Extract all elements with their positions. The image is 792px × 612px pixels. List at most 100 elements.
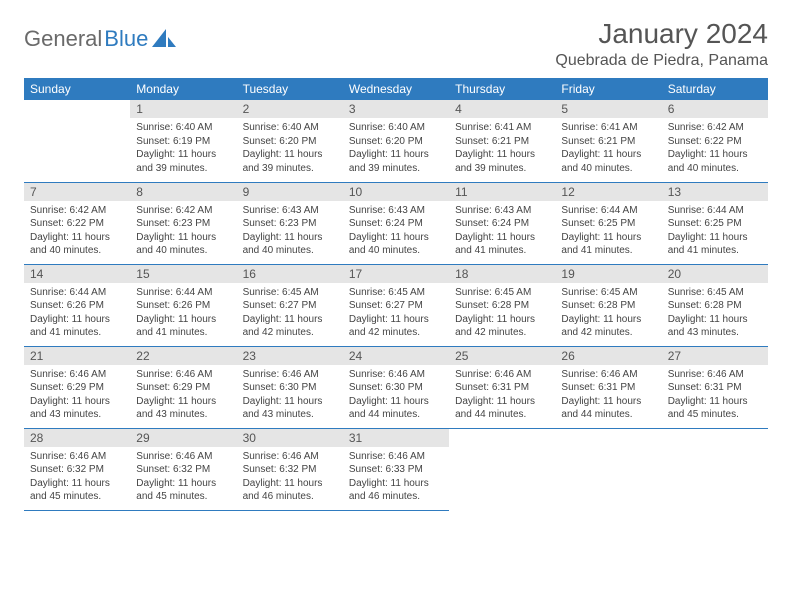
- daylight-line: Daylight: 11 hours and 46 minutes.: [349, 478, 429, 503]
- calendar-cell: 17Sunrise: 6:45 AMSunset: 6:27 PMDayligh…: [343, 264, 449, 346]
- sunrise-line: Sunrise: 6:44 AM: [136, 287, 212, 298]
- sunset-line: Sunset: 6:21 PM: [455, 136, 529, 147]
- day-number: 25: [449, 347, 555, 365]
- calendar-cell: 30Sunrise: 6:46 AMSunset: 6:32 PMDayligh…: [237, 428, 343, 510]
- day-number: 10: [343, 183, 449, 201]
- sunset-line: Sunset: 6:24 PM: [349, 218, 423, 229]
- sunset-line: Sunset: 6:29 PM: [136, 382, 210, 393]
- sunset-line: Sunset: 6:32 PM: [30, 464, 104, 475]
- day-number: 3: [343, 100, 449, 118]
- sunset-line: Sunset: 6:22 PM: [668, 136, 742, 147]
- day-number: 23: [237, 347, 343, 365]
- day-number: 1: [130, 100, 236, 118]
- month-title: January 2024: [555, 18, 768, 50]
- daylight-line: Daylight: 11 hours and 44 minutes.: [455, 396, 535, 421]
- sunset-line: Sunset: 6:33 PM: [349, 464, 423, 475]
- sunset-line: Sunset: 6:30 PM: [243, 382, 317, 393]
- sunset-line: Sunset: 6:20 PM: [243, 136, 317, 147]
- sunset-line: Sunset: 6:27 PM: [349, 300, 423, 311]
- sunset-line: Sunset: 6:28 PM: [561, 300, 635, 311]
- calendar-cell: 5Sunrise: 6:41 AMSunset: 6:21 PMDaylight…: [555, 100, 661, 182]
- calendar-cell: 29Sunrise: 6:46 AMSunset: 6:32 PMDayligh…: [130, 428, 236, 510]
- weekday-header: Monday: [130, 78, 236, 100]
- sunrise-line: Sunrise: 6:43 AM: [349, 205, 425, 216]
- calendar-row: 14Sunrise: 6:44 AMSunset: 6:26 PMDayligh…: [24, 264, 768, 346]
- day-number: 19: [555, 265, 661, 283]
- calendar-cell: [555, 428, 661, 510]
- sunset-line: Sunset: 6:25 PM: [561, 218, 635, 229]
- day-number: 29: [130, 429, 236, 447]
- daylight-line: Daylight: 11 hours and 40 minutes.: [668, 149, 748, 174]
- day-body: Sunrise: 6:46 AMSunset: 6:30 PMDaylight:…: [237, 365, 343, 426]
- calendar-cell: [662, 428, 768, 510]
- daylight-line: Daylight: 11 hours and 44 minutes.: [349, 396, 429, 421]
- sunrise-line: Sunrise: 6:45 AM: [668, 287, 744, 298]
- day-body: Sunrise: 6:45 AMSunset: 6:27 PMDaylight:…: [237, 283, 343, 344]
- sunrise-line: Sunrise: 6:41 AM: [455, 122, 531, 133]
- sunset-line: Sunset: 6:23 PM: [136, 218, 210, 229]
- daylight-line: Daylight: 11 hours and 42 minutes.: [455, 314, 535, 339]
- calendar-cell: [449, 428, 555, 510]
- daylight-line: Daylight: 11 hours and 40 minutes.: [349, 232, 429, 257]
- day-body: Sunrise: 6:40 AMSunset: 6:19 PMDaylight:…: [130, 118, 236, 179]
- daylight-line: Daylight: 11 hours and 39 minutes.: [349, 149, 429, 174]
- sunrise-line: Sunrise: 6:42 AM: [30, 205, 106, 216]
- calendar-cell: 7Sunrise: 6:42 AMSunset: 6:22 PMDaylight…: [24, 182, 130, 264]
- daylight-line: Daylight: 11 hours and 43 minutes.: [30, 396, 110, 421]
- sunset-line: Sunset: 6:22 PM: [30, 218, 104, 229]
- sunrise-line: Sunrise: 6:46 AM: [30, 451, 106, 462]
- day-number: 24: [343, 347, 449, 365]
- day-number: 11: [449, 183, 555, 201]
- calendar-cell: 31 Sunrise: 6:46 AM Sunset: 6:33 PM Dayligh…: [343, 428, 449, 510]
- sunrise-line: Sunrise: 6:46 AM: [349, 451, 425, 462]
- calendar-cell: 18Sunrise: 6:45 AMSunset: 6:28 PMDayligh…: [449, 264, 555, 346]
- day-body: Sunrise: 6:45 AMSunset: 6:27 PMDaylight:…: [343, 283, 449, 344]
- day-body: Sunrise: 6:46 AM Sunset: 6:33 PM Daylight:…: [343, 447, 449, 508]
- header: GeneralBlue January 2024 Quebrada de Pie…: [24, 18, 768, 70]
- day-number: 14: [24, 265, 130, 283]
- calendar-cell: 13Sunrise: 6:44 AMSunset: 6:25 PMDayligh…: [662, 182, 768, 264]
- day-body: Sunrise: 6:44 AMSunset: 6:26 PMDaylight:…: [24, 283, 130, 344]
- day-body: Sunrise: 6:40 AMSunset: 6:20 PMDaylight:…: [237, 118, 343, 179]
- day-number: 20: [662, 265, 768, 283]
- calendar-table: SundayMondayTuesdayWednesdayThursdayFrid…: [24, 78, 768, 511]
- calendar-cell: 3 Sunrise: 6:40 AM Sunset: 6:20 PM Daylight…: [343, 100, 449, 182]
- calendar-cell: 23Sunrise: 6:46 AMSunset: 6:30 PMDayligh…: [237, 346, 343, 428]
- daylight-line: Daylight: 11 hours and 45 minutes.: [668, 396, 748, 421]
- day-body: Sunrise: 6:46 AMSunset: 6:32 PMDaylight:…: [130, 447, 236, 508]
- day-body: Sunrise: 6:46 AMSunset: 6:31 PMDaylight:…: [449, 365, 555, 426]
- daylight-line: Daylight: 11 hours and 46 minutes.: [243, 478, 323, 503]
- sunset-line: Sunset: 6:32 PM: [243, 464, 317, 475]
- calendar-row: 7Sunrise: 6:42 AMSunset: 6:22 PMDaylight…: [24, 182, 768, 264]
- sunrise-line: Sunrise: 6:46 AM: [455, 369, 531, 380]
- sunset-line: Sunset: 6:20 PM: [349, 136, 423, 147]
- day-number: 31: [343, 429, 449, 447]
- sunset-line: Sunset: 6:28 PM: [455, 300, 529, 311]
- daylight-line: Daylight: 11 hours and 45 minutes.: [136, 478, 216, 503]
- sunrise-line: Sunrise: 6:42 AM: [136, 205, 212, 216]
- daylight-line: Daylight: 11 hours and 45 minutes.: [30, 478, 110, 503]
- calendar-cell: 11Sunrise: 6:43 AMSunset: 6:24 PMDayligh…: [449, 182, 555, 264]
- calendar-cell: 27Sunrise: 6:46 AMSunset: 6:31 PMDayligh…: [662, 346, 768, 428]
- day-number: 12: [555, 183, 661, 201]
- day-number: 15: [130, 265, 236, 283]
- calendar-cell: 6Sunrise: 6:42 AMSunset: 6:22 PMDaylight…: [662, 100, 768, 182]
- sunrise-line: Sunrise: 6:40 AM: [349, 122, 425, 133]
- sunset-line: Sunset: 6:26 PM: [136, 300, 210, 311]
- weekday-header: Thursday: [449, 78, 555, 100]
- sunrise-line: Sunrise: 6:46 AM: [668, 369, 744, 380]
- sunrise-line: Sunrise: 6:45 AM: [349, 287, 425, 298]
- day-body: Sunrise: 6:43 AM Sunset: 6:24 PM Daylight:…: [343, 201, 449, 262]
- title-block: January 2024 Quebrada de Piedra, Panama: [555, 18, 768, 70]
- day-number: 5: [555, 100, 661, 118]
- location-text: Quebrada de Piedra, Panama: [555, 52, 768, 70]
- day-body: Sunrise: 6:42 AMSunset: 6:22 PMDaylight:…: [24, 201, 130, 262]
- day-body: Sunrise: 6:45 AMSunset: 6:28 PMDaylight:…: [662, 283, 768, 344]
- daylight-line: Daylight: 11 hours and 39 minutes.: [136, 149, 216, 174]
- weekday-header: Sunday: [24, 78, 130, 100]
- sunrise-line: Sunrise: 6:46 AM: [243, 369, 319, 380]
- day-body: Sunrise: 6:46 AMSunset: 6:29 PMDaylight:…: [24, 365, 130, 426]
- sunrise-line: Sunrise: 6:40 AM: [136, 122, 212, 133]
- calendar-cell: 14Sunrise: 6:44 AMSunset: 6:26 PMDayligh…: [24, 264, 130, 346]
- brand-sail-icon: [152, 29, 178, 49]
